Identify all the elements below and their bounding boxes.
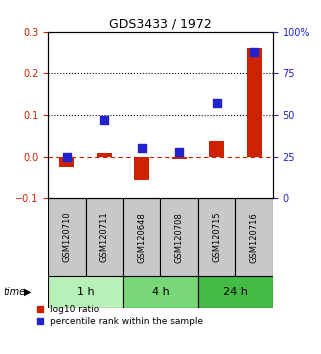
Text: 4 h: 4 h	[152, 287, 169, 297]
Bar	[48, 198, 86, 276]
Point	[102, 117, 107, 123]
Bar	[86, 198, 123, 276]
Bar	[134, 156, 149, 179]
Bar	[198, 198, 235, 276]
Text: time: time	[3, 287, 25, 297]
Legend: log10 ratio, percentile rank within the sample: log10 ratio, percentile rank within the …	[37, 306, 203, 326]
Bar	[48, 276, 123, 308]
Bar	[235, 198, 273, 276]
Text: GSM120708: GSM120708	[175, 212, 184, 263]
Text: 1 h: 1 h	[77, 287, 94, 297]
Bar	[160, 198, 198, 276]
Bar	[97, 153, 112, 156]
Text: GSM120715: GSM120715	[212, 212, 221, 263]
Point	[64, 154, 69, 159]
Bar	[198, 276, 273, 308]
Text: GSM120710: GSM120710	[62, 212, 71, 263]
Bar	[59, 156, 74, 167]
Point	[139, 145, 144, 151]
Bar	[209, 141, 224, 156]
Bar	[172, 156, 187, 159]
Text: ▶: ▶	[24, 287, 31, 297]
Point	[252, 49, 257, 55]
Text: GSM120648: GSM120648	[137, 212, 146, 263]
Point	[177, 149, 182, 154]
Bar	[247, 48, 262, 156]
Point	[214, 101, 219, 106]
Bar	[123, 276, 198, 308]
Bar	[123, 198, 160, 276]
Text: GSM120716: GSM120716	[250, 212, 259, 263]
Title: GDS3433 / 1972: GDS3433 / 1972	[109, 18, 212, 31]
Text: 24 h: 24 h	[223, 287, 248, 297]
Text: GSM120711: GSM120711	[100, 212, 109, 263]
